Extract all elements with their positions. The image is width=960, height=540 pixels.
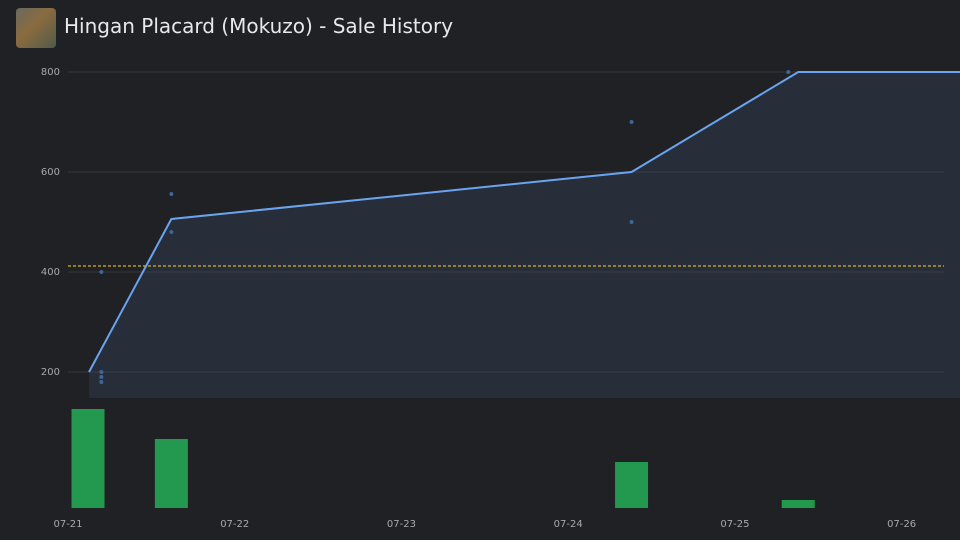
x-tick-label: 07-23 bbox=[387, 519, 416, 530]
price-line bbox=[88, 71, 960, 373]
y-tick-label: 600 bbox=[41, 167, 60, 178]
sale-point bbox=[169, 192, 174, 196]
sale-point bbox=[99, 380, 104, 384]
x-tick-label: 07-22 bbox=[220, 519, 249, 530]
item-icon bbox=[16, 8, 56, 48]
x-tick-label: 07-26 bbox=[887, 519, 916, 530]
y-tick-label: 400 bbox=[41, 267, 60, 278]
line-area bbox=[89, 72, 960, 398]
volume-bar bbox=[71, 409, 105, 508]
sale-point bbox=[629, 120, 634, 124]
x-tick-label: 07-21 bbox=[53, 519, 82, 530]
x-tick-label: 07-24 bbox=[554, 519, 583, 530]
sale-point bbox=[786, 70, 791, 74]
volume-bar bbox=[154, 439, 188, 508]
sale-point bbox=[169, 230, 174, 234]
y-tick-label: 800 bbox=[41, 67, 60, 78]
y-tick-label: 200 bbox=[41, 367, 60, 378]
sale-point bbox=[99, 370, 104, 374]
x-tick-label: 07-25 bbox=[720, 519, 749, 530]
sale-point bbox=[99, 375, 104, 379]
chart-title: Hingan Placard (Mokuzo) - Sale History bbox=[64, 14, 454, 38]
sale-point bbox=[99, 270, 104, 274]
volume-bar bbox=[615, 462, 649, 508]
volume-bar bbox=[781, 500, 815, 508]
sale-point bbox=[629, 220, 634, 224]
